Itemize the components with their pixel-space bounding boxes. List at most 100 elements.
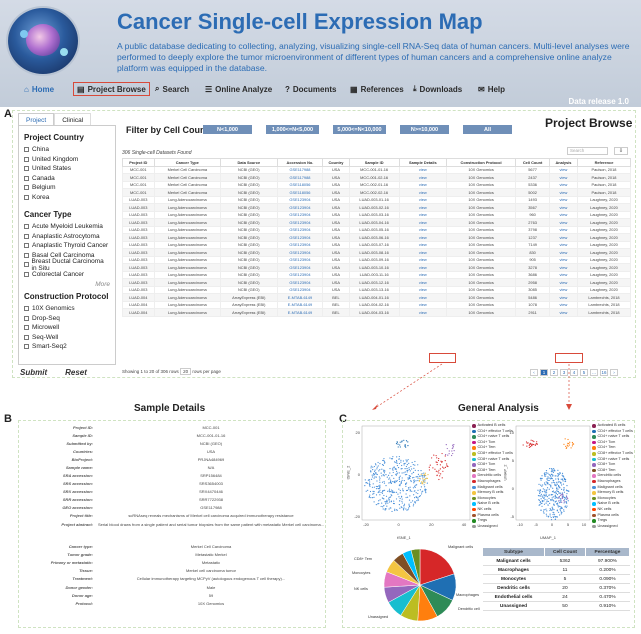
scatter-point	[538, 483, 540, 485]
scatter-point	[389, 501, 391, 503]
scatter-point	[562, 493, 564, 495]
scatter-point	[409, 486, 411, 488]
nav-project-browse[interactable]: ▤ Project Browse	[73, 82, 150, 96]
scatter-point	[375, 476, 377, 478]
legend-item: CD4+ naive T cells	[472, 434, 513, 440]
legend-dot	[472, 474, 476, 478]
nav-home[interactable]: ⌂ Home	[24, 84, 55, 94]
checkbox-protocol[interactable]: Seq-Well	[24, 333, 110, 343]
page-button[interactable]: ‹	[530, 369, 538, 376]
checkbox-box[interactable]	[24, 262, 29, 268]
scatter-point	[555, 516, 557, 518]
checkbox-box[interactable]	[24, 344, 29, 350]
scatter-point	[557, 506, 559, 508]
checkbox-protocol[interactable]: 10X Genomics	[24, 304, 110, 314]
nav-documents[interactable]: ? Documents	[285, 84, 337, 94]
scatter-point	[405, 489, 408, 492]
scatter-point	[391, 475, 393, 477]
scatter-point	[568, 490, 570, 493]
checkbox-protocol[interactable]: Drop-Seq	[24, 314, 110, 324]
page-button[interactable]: 3	[560, 369, 568, 376]
summary-cell: 0.200%	[585, 565, 630, 575]
page-button[interactable]: 16	[600, 369, 608, 376]
scatter-point	[410, 465, 412, 468]
scatter-point	[378, 502, 380, 505]
checkbox-box[interactable]	[24, 156, 29, 162]
checkbox-countrie[interactable]: Korea	[24, 193, 110, 203]
checkbox-box[interactable]	[24, 315, 29, 321]
scatter-point	[424, 486, 426, 488]
sample-detail-row: Donor gender: Male	[65, 585, 216, 590]
checkbox-cancer[interactable]: Colorectal Cancer	[24, 270, 110, 280]
checkbox-box[interactable]	[24, 271, 29, 277]
table-row: LUAD-003 Lung Adenocarcinoma NCBI (GEO) GSE…	[122, 270, 632, 279]
nav-downloads[interactable]: ⤓ Downloads	[413, 84, 463, 94]
checkbox-protocol[interactable]: Smart-Seq2	[24, 342, 110, 352]
checkbox-countrie[interactable]: United Kingdom	[24, 155, 110, 165]
scatter-point	[444, 466, 447, 469]
reset-button[interactable]: Reset	[65, 368, 87, 377]
scatter-point	[453, 450, 455, 452]
checkbox-box[interactable]	[24, 194, 29, 200]
scatter-point	[547, 516, 549, 518]
page-button[interactable]: 1	[540, 369, 548, 376]
checkbox-countrie[interactable]: Belgium	[24, 183, 110, 193]
scatter-point	[542, 488, 544, 490]
checkbox-box[interactable]	[24, 243, 29, 249]
scatter-point	[387, 502, 389, 504]
checkbox-box[interactable]	[24, 233, 29, 239]
table-row: LUAD-003 Lung Adenocarcinoma NCBI (GEO) GSE…	[122, 210, 632, 219]
scatter-point	[557, 505, 559, 507]
table-search-input[interactable]: Search	[567, 147, 608, 155]
page-button[interactable]: ...	[590, 369, 598, 376]
filter-sidebar: Project Country China United Kingdom Unite…	[18, 125, 116, 365]
scatter-point	[550, 475, 552, 477]
checkbox-cancer[interactable]: Anaplastic Thyroid Cancer	[24, 241, 110, 251]
filter-gte-10000-button[interactable]: N>=10,000	[400, 125, 449, 134]
scatter-point	[567, 442, 569, 444]
checkbox-box[interactable]	[24, 185, 29, 191]
checkbox-box[interactable]	[24, 175, 29, 181]
scatter-point	[560, 484, 563, 486]
checkbox-box[interactable]	[24, 334, 29, 340]
checkbox-countrie[interactable]: United States	[24, 164, 110, 174]
project-browse-panel	[12, 110, 636, 378]
checkbox-box[interactable]	[24, 224, 29, 230]
pie-label: Unassigned	[368, 615, 388, 619]
submit-button[interactable]: Submit	[20, 368, 48, 377]
rows-per-page-select[interactable]: 20	[180, 368, 192, 375]
page-button[interactable]: 5	[580, 369, 588, 376]
more-link[interactable]: More	[95, 281, 110, 288]
checkbox-box[interactable]	[24, 252, 29, 258]
checkbox-cancer[interactable]: Basal Cell Carcinoma	[24, 251, 110, 261]
scatter-point	[435, 461, 437, 463]
table-link[interactable]: view	[398, 308, 447, 317]
checkbox-countrie[interactable]: Canada	[24, 174, 110, 184]
checkbox-cancer[interactable]: Breast Ductal Carcinoma in Situ	[24, 258, 110, 272]
nav-references[interactable]: ▦ References	[350, 84, 404, 94]
filter-5000-10000-button[interactable]: 5,000<=N<10,000	[333, 125, 386, 134]
checkbox-box[interactable]	[24, 147, 29, 153]
checkbox-box[interactable]	[24, 306, 29, 312]
export-dropdown[interactable]: ⇩	[614, 147, 628, 155]
legend-item: CD4+ Tcm	[592, 440, 633, 446]
page-button[interactable]: 4	[570, 369, 578, 376]
scatter-point	[364, 485, 366, 487]
checkbox-countrie[interactable]: China	[24, 145, 110, 155]
page-button[interactable]: ›	[610, 369, 618, 376]
page-button[interactable]: 2	[550, 369, 558, 376]
nav-online-analyze[interactable]: ☰ Online Analyze	[205, 84, 273, 94]
filter-all-button[interactable]: All	[463, 125, 512, 134]
checkbox-box[interactable]	[24, 325, 29, 331]
checkbox-cancer[interactable]: Anaplastic Astrocytoma	[24, 232, 110, 242]
tab-clinical[interactable]: Clinical	[54, 113, 92, 127]
checkbox-box[interactable]	[24, 166, 29, 172]
nav-search[interactable]: ⌕ Search	[155, 84, 190, 94]
filter-1000-5000-button[interactable]: 1,000<=N<5,000	[266, 125, 319, 134]
checkbox-protocol[interactable]: Microwell	[24, 323, 110, 333]
filter-lt-1000-button[interactable]: N<1,000	[203, 125, 252, 134]
legend-dot	[472, 440, 476, 445]
nav-help[interactable]: ✉ Help	[478, 84, 506, 94]
tab-project[interactable]: Project	[18, 113, 55, 127]
checkbox-cancer[interactable]: Acute Myeloid Leukemia	[24, 222, 110, 232]
